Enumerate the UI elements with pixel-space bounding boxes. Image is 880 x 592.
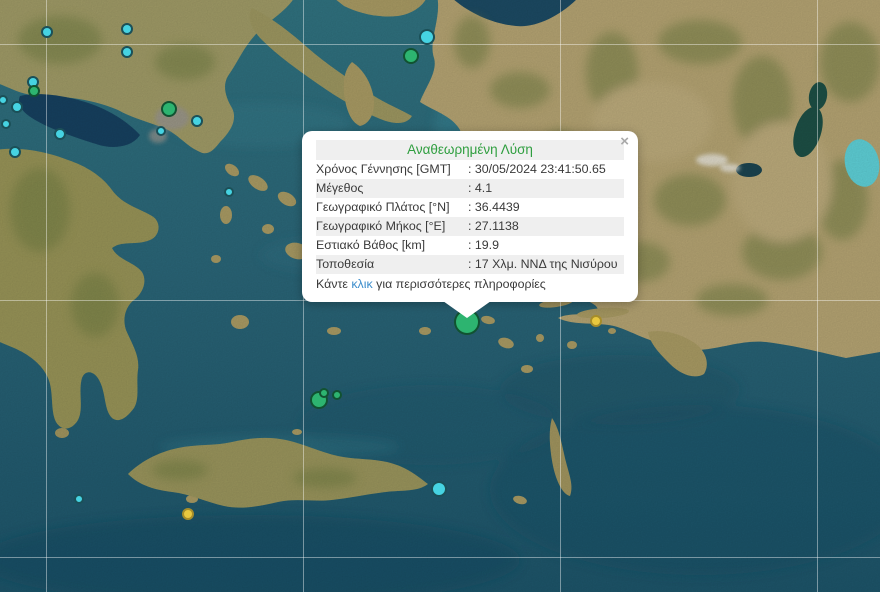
row-magnitude: Μέγεθος: 4.1 bbox=[316, 179, 624, 198]
earthquake-marker[interactable] bbox=[319, 388, 329, 398]
earthquake-marker[interactable] bbox=[332, 390, 342, 400]
grid-parallel bbox=[0, 44, 880, 45]
earthquake-popup: × Αναθεωρημένη Λύση Χρόνος Γέννησης [GMT… bbox=[302, 131, 638, 318]
grid-meridian bbox=[46, 0, 47, 592]
more-info-link[interactable]: κλικ bbox=[351, 277, 373, 291]
popup-title: Αναθεωρημένη Λύση bbox=[316, 140, 624, 160]
row-origin-time: Χρόνος Γέννησης [GMT]: 30/05/2024 23:41:… bbox=[316, 162, 606, 176]
earthquake-marker[interactable] bbox=[161, 101, 177, 117]
row-location: Τοποθεσία: 17 Χλμ. ΝΝΔ της Νισύρου bbox=[316, 255, 624, 274]
earthquake-marker[interactable] bbox=[9, 146, 21, 158]
earthquake-marker[interactable] bbox=[590, 315, 602, 327]
row-depth: Εστιακό Βάθος [km]: 19.9 bbox=[316, 238, 500, 252]
grid-parallel bbox=[0, 557, 880, 558]
earthquake-marker[interactable] bbox=[431, 481, 447, 497]
earthquake-marker[interactable] bbox=[0, 95, 8, 105]
earthquake-marker[interactable] bbox=[419, 29, 435, 45]
row-longitude: Γεωγραφικό Μήκος [°E]: 27.1138 bbox=[316, 217, 624, 236]
row-latitude: Γεωγραφικό Πλάτος [°N]: 36.4439 bbox=[316, 200, 520, 214]
earthquake-marker[interactable] bbox=[1, 119, 11, 129]
earthquake-marker[interactable] bbox=[11, 101, 23, 113]
earthquake-marker[interactable] bbox=[403, 48, 419, 64]
earthquake-marker[interactable] bbox=[191, 115, 203, 127]
earthquake-marker[interactable] bbox=[182, 508, 194, 520]
earthquake-marker[interactable] bbox=[121, 23, 133, 35]
earthquake-marker[interactable] bbox=[156, 126, 166, 136]
earthquake-marker[interactable] bbox=[121, 46, 133, 58]
grid-meridian bbox=[817, 0, 818, 592]
popup-tail bbox=[443, 301, 491, 318]
popup-footer: Κάντε κλικ για περισσότερες πληροφορίες bbox=[316, 277, 546, 291]
earthquake-marker[interactable] bbox=[74, 494, 84, 504]
earthquake-marker[interactable] bbox=[28, 85, 40, 97]
close-icon[interactable]: × bbox=[620, 133, 629, 150]
earthquake-marker[interactable] bbox=[41, 26, 53, 38]
earthquake-marker[interactable] bbox=[224, 187, 234, 197]
earthquake-marker[interactable] bbox=[54, 128, 66, 140]
